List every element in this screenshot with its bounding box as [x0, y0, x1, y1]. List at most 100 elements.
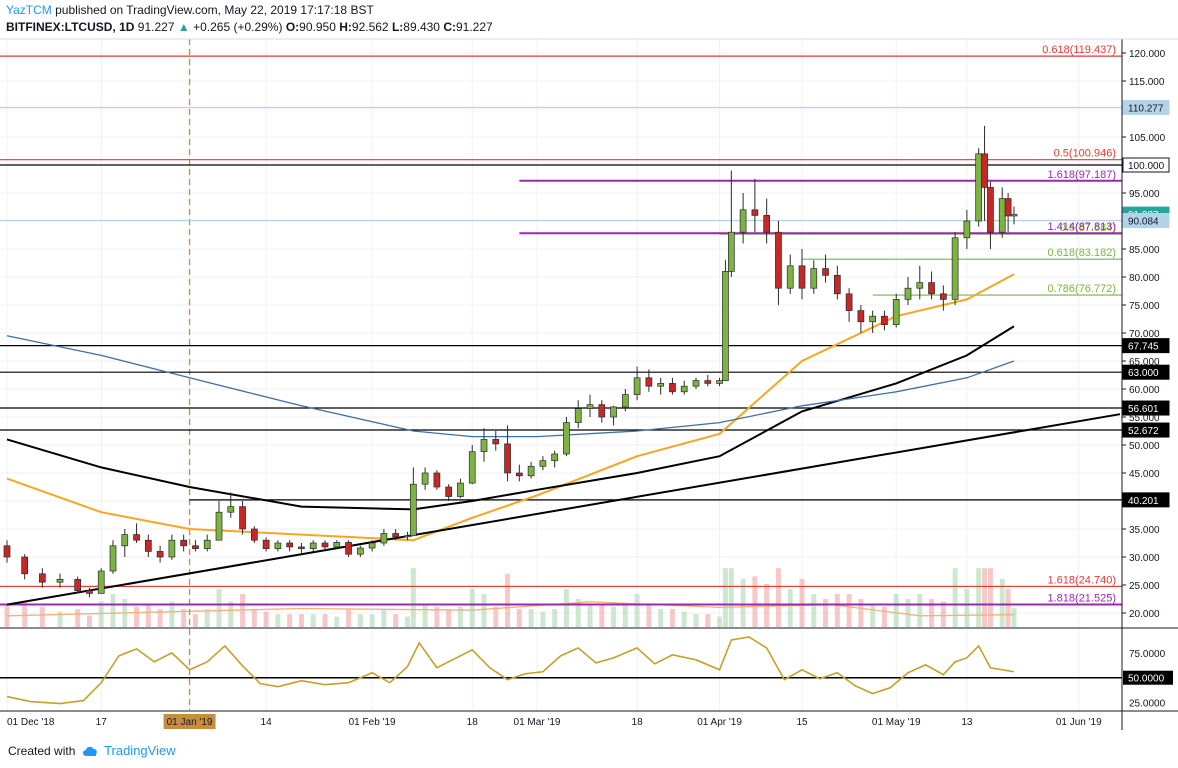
candle-body [928, 282, 935, 295]
volume-bar [823, 599, 829, 627]
volume-bar [216, 588, 222, 627]
high-label: H: [339, 20, 352, 34]
candle-body [786, 265, 794, 289]
candle-body [480, 439, 488, 453]
volume-bar [98, 601, 104, 627]
published-text: published on TradingView.com, May 22, 20… [55, 3, 374, 17]
candle-body [916, 282, 924, 289]
tradingview-link[interactable]: TradingView [104, 743, 176, 758]
candle-body [356, 547, 364, 555]
volume-bar [799, 578, 805, 627]
volume-bar [658, 609, 664, 627]
volume-bar [357, 614, 363, 627]
footer: Created with TradingView [8, 743, 176, 758]
candle-body [692, 380, 700, 387]
volume-bar [893, 593, 899, 627]
last-price: 91.227 [137, 20, 175, 34]
volume-bar [422, 604, 428, 627]
price-tag-bg [1122, 400, 1170, 416]
candle-body [156, 551, 164, 558]
candle-body [892, 299, 900, 325]
publish-line: YazTCM published on TradingView.com, May… [6, 3, 374, 17]
price-tag: 63.000 [1128, 368, 1159, 379]
volume-bar [1011, 608, 1017, 627]
volume-bar [505, 573, 511, 627]
price-tag: 110.277 [1128, 103, 1164, 114]
open-value: 90.950 [299, 20, 336, 34]
candle-body [704, 380, 712, 384]
candle-body [822, 268, 829, 276]
high-value: 92.562 [351, 20, 389, 34]
candle-body [551, 453, 559, 462]
candle-body [333, 542, 341, 548]
level-label: 0.5(87.684) [1060, 222, 1116, 234]
candle-body [586, 404, 594, 409]
volume-bar [540, 611, 546, 627]
candle-body [515, 472, 523, 477]
volume-bar [722, 568, 728, 627]
candle-body [904, 287, 912, 300]
x-tick-label: 01 Apr '19 [697, 717, 742, 728]
y-tick-label: 65.000 [1129, 357, 1160, 368]
symbol-name[interactable]: BITFINEX:LTCUSD, 1D [6, 20, 135, 34]
candle-body [751, 209, 759, 216]
level-label: 1.414(87.813) [1048, 221, 1117, 233]
symbol-line: BITFINEX:LTCUSD, 1D 91.227 ▲ +0.265 (+0.… [6, 20, 493, 34]
candle-body [457, 482, 464, 497]
volume-bar [204, 609, 210, 627]
x-tick-label: 15 [796, 717, 808, 728]
candle-body [1004, 198, 1012, 217]
candle-body [97, 570, 105, 594]
volume-bar [999, 578, 1005, 627]
candle-body [574, 408, 582, 423]
candle-body [975, 153, 983, 222]
price-tag-bg [1122, 99, 1170, 115]
volume-bar [693, 614, 699, 627]
candle-body [833, 274, 841, 295]
volume-bar [775, 568, 781, 627]
price-tag-bg [1122, 492, 1170, 508]
candle-body [763, 215, 771, 233]
price-tag-bg [1122, 364, 1170, 380]
volume-bar [870, 604, 876, 627]
volume-bar [634, 593, 640, 627]
volume-bar [611, 606, 617, 627]
y-tick-label: 105.000 [1129, 133, 1166, 144]
candle-body [680, 385, 688, 393]
candle-body [739, 209, 747, 233]
volume-bar [787, 588, 793, 627]
x-tick-label: 13 [961, 717, 973, 728]
candle-body [274, 542, 282, 549]
volume-bar [157, 609, 163, 627]
candle-body [121, 534, 129, 547]
candle-body [981, 153, 988, 188]
volume-bar [322, 614, 328, 627]
x-tick-label: 18 [467, 717, 479, 728]
volume-bar [22, 601, 28, 627]
candle-body [133, 534, 140, 541]
candle-body [409, 483, 417, 537]
candle-body [433, 472, 441, 488]
x-tick-label: 01 Mar '19 [514, 717, 561, 728]
y-tick-label: 95.000 [1129, 189, 1160, 200]
candle-body [421, 472, 429, 485]
candle-body [1010, 213, 1018, 217]
x-tick-label: 01 Dec '18 [7, 717, 55, 728]
x-tick-label: 01 May '19 [872, 717, 921, 728]
volume-bar [811, 593, 817, 627]
volume-bar [434, 606, 440, 627]
change-arrow-icon: ▲ [177, 20, 190, 34]
price-tag-bg [1122, 157, 1170, 173]
volume-bar [1005, 588, 1011, 627]
ma200-line [6, 335, 1015, 438]
level-label: 1.618(97.187) [1048, 169, 1117, 181]
author-link[interactable]: YazTCM [6, 3, 52, 17]
volume-bar [334, 616, 340, 627]
candle-body [810, 268, 818, 289]
candle-body [192, 545, 199, 549]
volume-bar [57, 611, 63, 627]
volume-bar [982, 568, 988, 627]
volume-bar [169, 601, 175, 627]
